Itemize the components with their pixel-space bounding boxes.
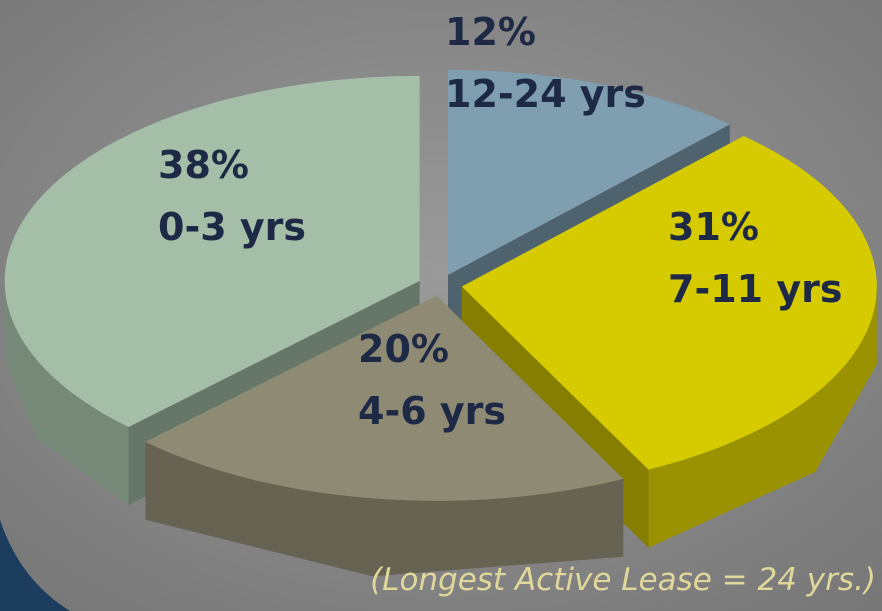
annotation: (Longest Active Lease = 24 yrs.) <box>370 562 876 598</box>
category-label: 7-11 yrs <box>668 267 842 311</box>
value-label: 20% <box>358 327 449 371</box>
slice <box>145 295 624 501</box>
slice-wall <box>145 441 624 577</box>
slice <box>448 69 730 275</box>
category-label: 4-6 yrs <box>358 389 506 433</box>
category-label: 12-24 yrs <box>445 72 646 116</box>
category-label: 0-3 yrs <box>158 205 306 249</box>
slice <box>4 75 420 428</box>
slice <box>461 136 877 470</box>
corner-decoration <box>0 520 70 611</box>
slice-wall <box>4 280 129 505</box>
slice-wall <box>648 286 877 548</box>
value-label: 38% <box>158 143 249 187</box>
value-label: 12% <box>445 10 536 54</box>
pie: 12% 12-24 yrs 31% 7-11 yrs 20% 4-6 yrs 38% 0-3 … <box>4 10 877 577</box>
value-label: 31% <box>668 205 759 249</box>
